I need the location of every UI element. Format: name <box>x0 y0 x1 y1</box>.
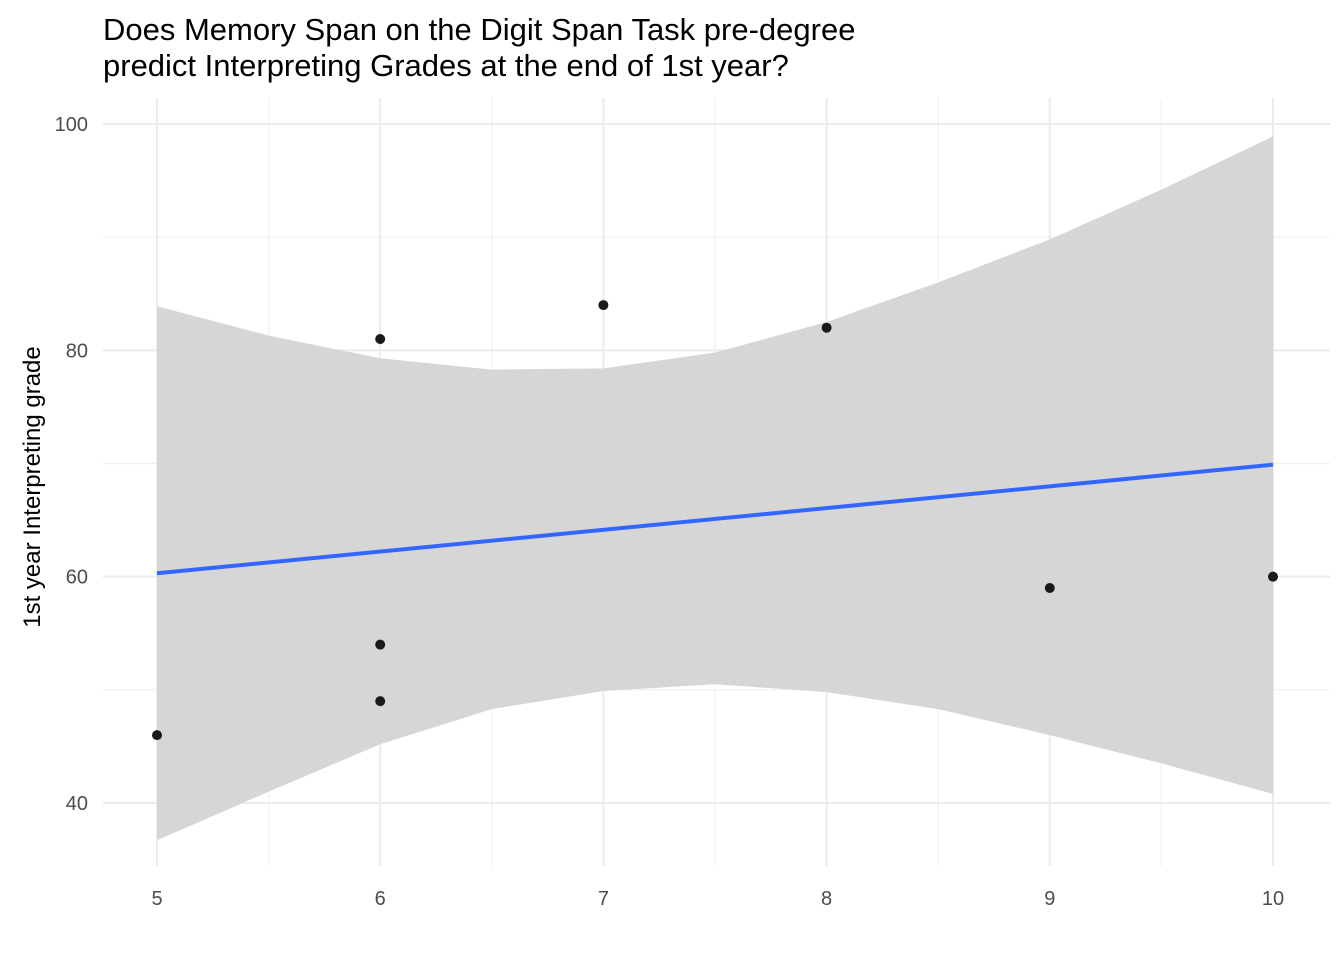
data-point <box>1044 582 1055 593</box>
data-point <box>375 696 386 707</box>
x-tick-label: 9 <box>1044 888 1055 910</box>
x-axis-ticks: 5 6 7 8 9 10 <box>151 888 1284 910</box>
chart-title-line-1: Does Memory Span on the Digit Span Task … <box>103 12 855 47</box>
x-tick-label: 8 <box>821 888 832 910</box>
data-point <box>598 300 609 311</box>
x-tick-label: 6 <box>375 888 386 910</box>
trend-line-layer <box>156 462 1274 576</box>
data-point <box>375 639 386 650</box>
trend-line <box>156 462 1274 576</box>
y-axis-ticks: 40 60 80 100 <box>55 114 88 815</box>
chart-title: Does Memory Span on the Digit Span Task … <box>103 12 864 83</box>
chart-title-line-2: predict Interpreting Grades at the end o… <box>103 48 789 83</box>
data-point <box>1268 571 1278 582</box>
x-tick-label: 5 <box>151 888 162 910</box>
x-tick-label: 7 <box>598 888 609 910</box>
data-point <box>375 334 386 345</box>
y-axis-title: 1st year Interpreting grade <box>19 346 46 628</box>
data-point <box>152 730 162 741</box>
y-tick-label: 100 <box>55 114 88 136</box>
y-tick-label: 40 <box>66 793 88 815</box>
confidence-band-layer <box>157 136 1273 841</box>
confidence-band <box>157 136 1273 841</box>
points-layer <box>152 300 1278 741</box>
y-tick-label: 60 <box>66 567 88 589</box>
y-tick-label: 80 <box>66 340 88 362</box>
data-point <box>821 322 832 333</box>
x-tick-label: 10 <box>1262 888 1284 910</box>
